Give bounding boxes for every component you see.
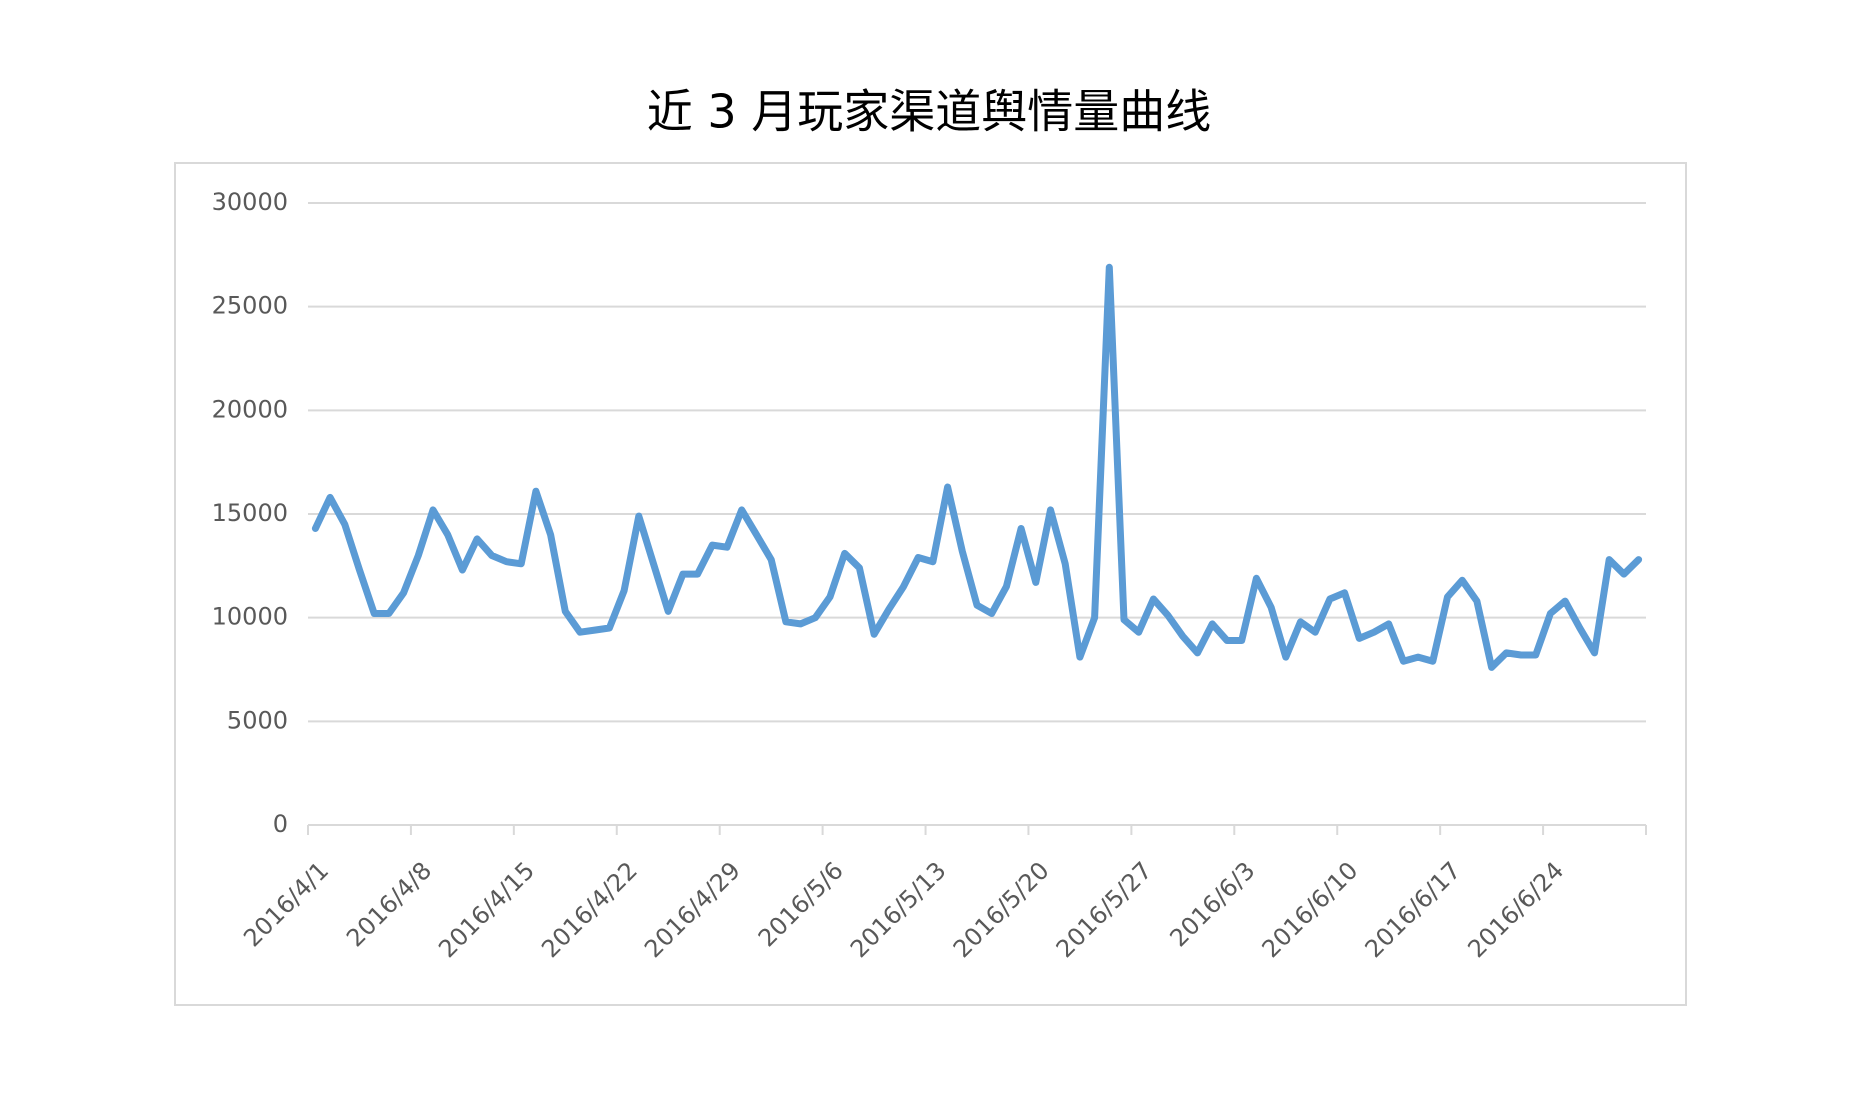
chart-border bbox=[174, 162, 1687, 1006]
y-tick-label: 10000 bbox=[212, 603, 288, 631]
data-line bbox=[311, 263, 1643, 671]
y-tick-label: 15000 bbox=[212, 499, 288, 527]
y-tick-label: 20000 bbox=[212, 395, 288, 423]
y-tick-label: 25000 bbox=[212, 292, 288, 320]
y-tick-label: 5000 bbox=[227, 706, 288, 734]
y-tick-label: 30000 bbox=[212, 188, 288, 216]
y-tick-label: 0 bbox=[273, 810, 288, 838]
chart-title: 近 3 月玩家渠道舆情量曲线 bbox=[647, 85, 1212, 139]
